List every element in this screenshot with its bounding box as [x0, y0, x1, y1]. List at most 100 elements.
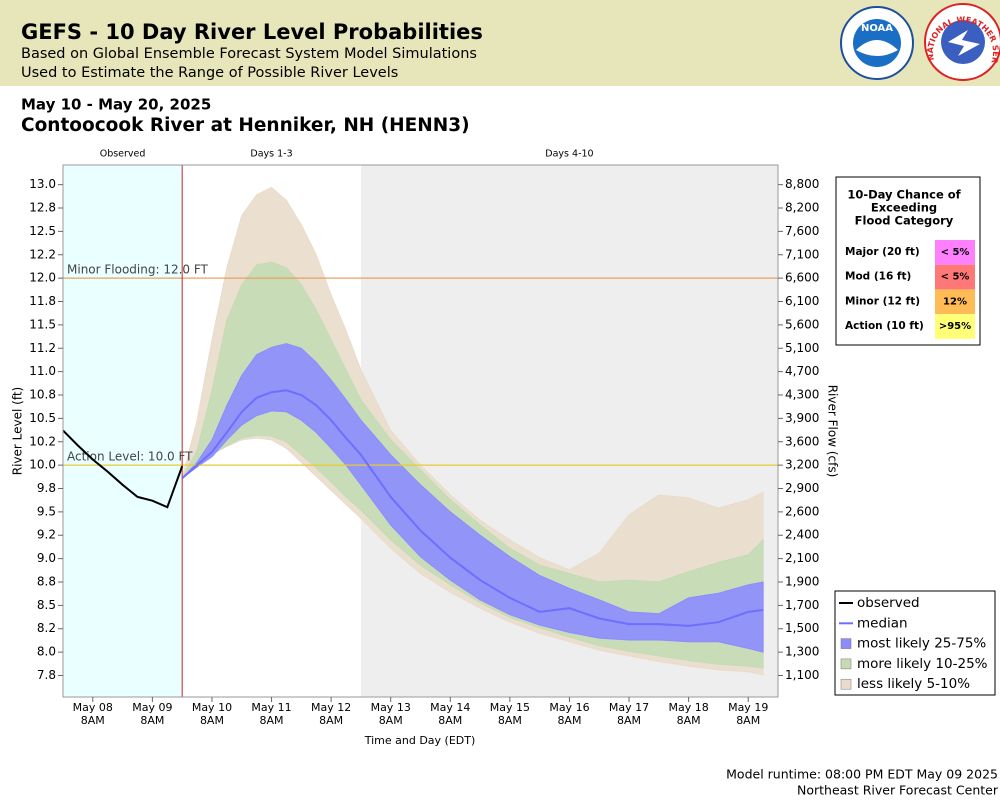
flood-category: Major (20 ft) [845, 246, 920, 258]
plot-area: Minor Flooding: 12.0 FT Action Level: 10.… [63, 165, 778, 697]
legend-label: median [857, 615, 908, 631]
y-tick-label: 9.0 [37, 551, 56, 565]
flood-chance: < 5% [941, 272, 970, 283]
y2-tick-label: 1,300 [785, 645, 819, 659]
legend-swatch [840, 638, 852, 649]
x-tick-label: May 09 8AM [132, 701, 172, 727]
y-tick-label: 9.8 [37, 481, 56, 495]
flood-chance-cell [935, 240, 975, 265]
legend-swatch [840, 678, 852, 690]
y-tick-label: 11.0 [29, 364, 56, 378]
y2-tick-label: 7,100 [785, 247, 819, 261]
y2-tick-label: 4,300 [785, 388, 819, 402]
header-title: GEFS - 10 Day River Level Probabilities [21, 20, 483, 44]
period-background [63, 165, 183, 697]
legend-label: observed [857, 595, 920, 611]
y2-tick-label: 3,200 [785, 458, 819, 472]
footer-runtime: Model runtime: 08:00 PM EDT May 09 2025 [726, 767, 998, 782]
flood-category: Mod (16 ft) [845, 271, 911, 283]
y-tick-label: 8.5 [37, 598, 56, 612]
flood-table-title: Exceeding [871, 201, 937, 215]
flood-category: Minor (12 ft) [845, 295, 920, 307]
y-tick-label: 8.2 [37, 621, 56, 635]
period-label: Days 1-3 [250, 149, 292, 160]
flood-chance: < 5% [941, 247, 970, 258]
y2-tick-label: 1,700 [785, 598, 819, 612]
y2-tick-label: 2,400 [785, 528, 819, 542]
y-tick-label: 11.5 [29, 317, 56, 331]
y-tick-label: 13.0 [29, 177, 56, 191]
plot-frame [62, 164, 779, 698]
flood-table: 10-Day Chance of Exceeding Flood Categor… [835, 176, 981, 346]
y2-tick-label: 1,100 [785, 668, 819, 682]
y2-tick-label: 3,600 [785, 434, 819, 448]
x-tick-label: May 10 8AM [192, 701, 232, 727]
flood-chance: 12% [943, 296, 967, 307]
footer-center: Northeast River Forecast Center [797, 783, 999, 798]
x-tick-label: May 18 8AM [669, 701, 709, 727]
probability-band [181, 343, 764, 653]
date-range: May 10 - May 20, 2025 [21, 96, 211, 114]
flood-chance: >95% [939, 321, 971, 332]
y-tick-label: 12.0 [29, 271, 56, 285]
x-tick-label: May 12 8AM [311, 701, 351, 727]
legend-frame [834, 590, 996, 696]
flood-table-title: Flood Category [855, 214, 954, 228]
y-tick-label: 10.8 [29, 388, 56, 402]
y-tick-label: 7.8 [37, 668, 56, 682]
flood-table-title: 10-Day Chance of [847, 188, 961, 202]
y-tick-label: 10.5 [29, 411, 56, 425]
flood-category: Action (10 ft) [845, 320, 924, 332]
header-subtitle: Used to Estimate the Range of Possible R… [21, 65, 398, 81]
y2-axis-label: River Flow (cfs) [826, 385, 840, 478]
legend-label: more likely 10-25% [857, 656, 988, 672]
noaa-logo: NOAA [840, 6, 914, 80]
x-tick-label: May 11 8AM [251, 701, 291, 727]
y-tick-label: 12.2 [29, 247, 56, 261]
observed-line [63, 429, 184, 509]
x-tick-label: May 14 8AM [430, 701, 470, 727]
threshold-label: Action Level: 10.0 FT [67, 450, 193, 464]
y-tick-label: 11.2 [29, 341, 56, 355]
legend: observed median most likely 25-75% more lik… [834, 590, 996, 696]
y2-tick-label: 1,900 [785, 574, 819, 588]
flood-table-rows: Major (20 ft) < 5% Mod (16 ft) < 5% Minor (1… [845, 240, 975, 339]
flood-chance-cell [935, 264, 975, 290]
threshold-label: Minor Flooding: 12.0 FT [67, 263, 209, 277]
y-axis-label: River Level (ft) [11, 387, 25, 475]
y2-tick-label: 2,900 [785, 481, 819, 495]
y-tick-label: 10.2 [29, 434, 56, 448]
x-tick-label: May 17 8AM [609, 701, 649, 727]
y2-tick-label: 4,700 [785, 364, 819, 378]
y-tick-label: 11.8 [29, 294, 56, 308]
y-tick-label: 8.0 [37, 645, 56, 659]
header-band [0, 0, 1000, 86]
y-tick-label: 12.8 [29, 201, 56, 215]
y2-tick-label: 2,600 [785, 504, 819, 518]
x-tick-label: May 08 8AM [73, 701, 113, 727]
y2-tick-label: 1,500 [785, 621, 819, 635]
median-line [181, 389, 764, 627]
x-axis-label: Time and Day (EDT) [364, 734, 476, 747]
period-label: Days 4-10 [545, 149, 593, 160]
period-label: Observed [100, 149, 146, 160]
y2-tick-label: 2,100 [785, 551, 819, 565]
y-tick-label: 9.2 [37, 528, 56, 542]
y-tick-label: 12.5 [29, 224, 56, 238]
flood-chance-cell [935, 289, 975, 315]
legend-label: less likely 5-10% [857, 676, 970, 692]
x-tick-label: May 15 8AM [490, 701, 530, 727]
header-subtitle: Based on Global Ensemble Forecast System… [21, 46, 477, 62]
y2-tick-label: 7,600 [785, 224, 819, 238]
legend-items: observed median most likely 25-75% more lik… [839, 595, 988, 692]
y2-tick-label: 6,600 [785, 271, 819, 285]
y-tick-label: 9.5 [37, 504, 56, 518]
y-tick-label: 10.0 [29, 458, 56, 472]
y-tick-label: 8.8 [37, 574, 56, 588]
y2-tick-label: 8,800 [785, 177, 819, 191]
y2-tick-label: 3,900 [785, 411, 819, 425]
station-title: Contoocook River at Henniker, NH (HENN3) [21, 115, 470, 136]
legend-swatch [840, 658, 852, 670]
y2-tick-label: 8,200 [785, 201, 819, 215]
